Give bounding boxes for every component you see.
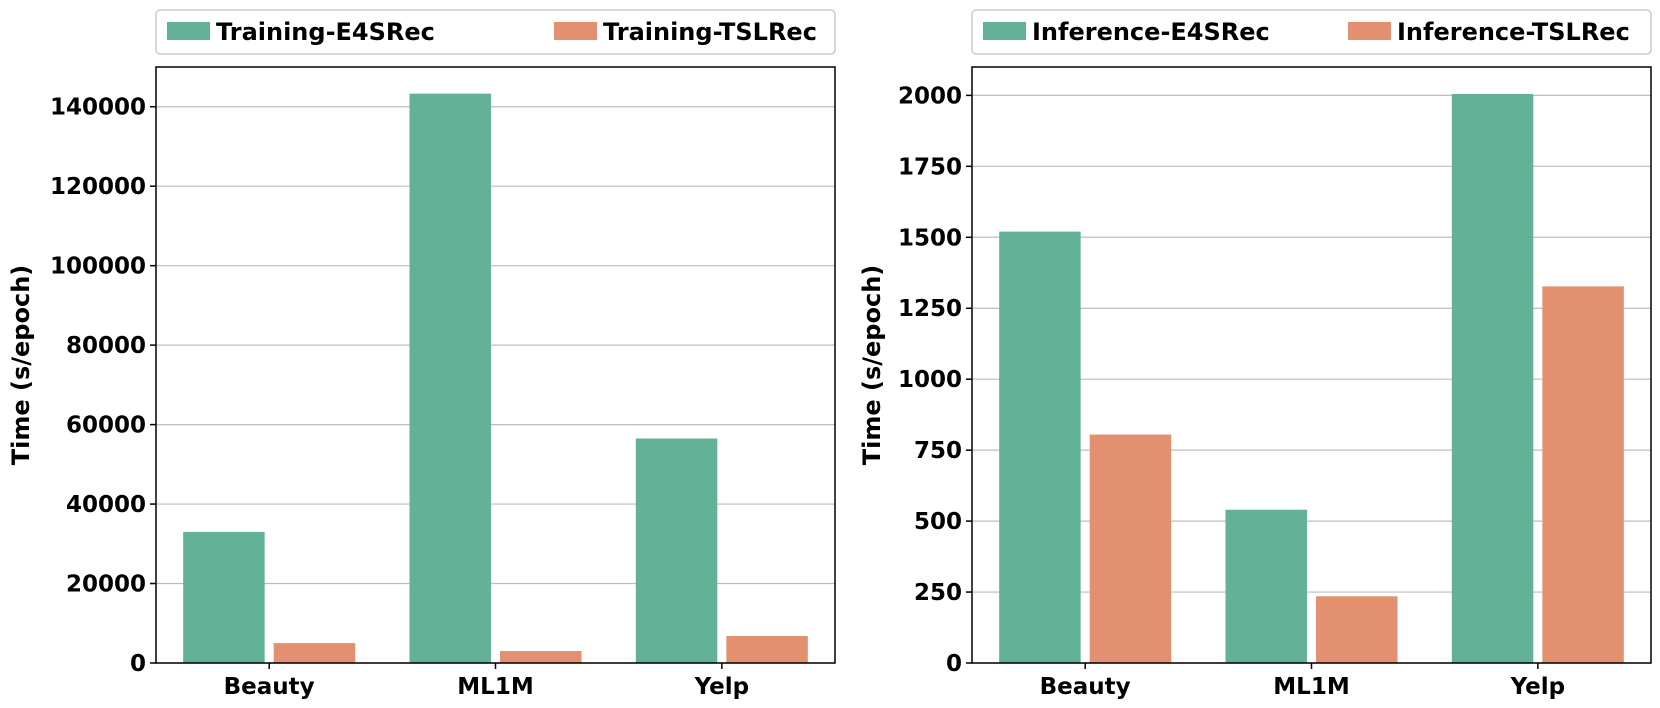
training-x-tick-label-ml1m: ML1M	[457, 674, 533, 700]
inference-x-tick-label-ml1m: ML1M	[1273, 674, 1349, 700]
bar-inference-e4srec-beauty	[999, 231, 1081, 663]
training-x-tick-label-beauty: Beauty	[224, 674, 315, 700]
legend-swatch-training-e4srec	[167, 22, 210, 40]
inference-y-tick-label-500: 500	[914, 509, 962, 535]
inference-y-axis-label: Time (s/epoch)	[858, 265, 886, 465]
training-y-axis-label: Time (s/epoch)	[7, 265, 35, 465]
inference-legend: Inference-E4SRec Inference-TSLRec	[971, 9, 1652, 55]
training-y-tick-label-0: 0	[130, 651, 146, 677]
training-chart: Training-E4SRec Training-TSLRec 0 20000 40…	[7, 9, 836, 700]
inference-legend-box	[971, 9, 1652, 55]
legend-label-training-tslrec: Training-TSLRec	[603, 18, 817, 46]
inference-y-tick-label-1250: 1250	[898, 296, 962, 322]
inference-bars	[999, 93, 1624, 663]
bar-training-tslrec-ml1m	[500, 651, 582, 663]
training-bars	[183, 93, 808, 663]
bar-inference-tslrec-yelp	[1542, 286, 1624, 663]
bar-inference-e4srec-yelp	[1451, 93, 1534, 663]
inference-chart: Inference-E4SRec Inference-TSLRec 0 250 50…	[858, 9, 1652, 700]
training-legend: Training-E4SRec Training-TSLRec	[155, 9, 836, 55]
training-y-tick-label-140000: 140000	[50, 95, 146, 121]
legend-swatch-inference-e4srec	[983, 22, 1026, 40]
inference-x-tick-label-beauty: Beauty	[1040, 674, 1131, 700]
training-legend-box	[155, 9, 836, 55]
training-y-tick-label-60000: 60000	[66, 413, 146, 439]
legend-label-training-e4srec: Training-E4SRec	[216, 18, 435, 46]
training-y-axis: 0 20000 40000 60000 80000 100000 120000 140000	[50, 95, 156, 677]
bar-training-e4srec-yelp	[635, 438, 718, 663]
inference-y-tick-label-1000: 1000	[898, 367, 962, 393]
training-x-tick-label-yelp: Yelp	[694, 674, 750, 700]
bar-training-tslrec-yelp	[726, 635, 808, 663]
bar-inference-tslrec-ml1m	[1316, 596, 1398, 663]
bar-training-e4srec-ml1m	[409, 93, 491, 663]
training-y-tick-label-80000: 80000	[66, 333, 146, 359]
legend-swatch-inference-tslrec	[1348, 22, 1391, 40]
legend-label-inference-e4srec: Inference-E4SRec	[1032, 18, 1270, 46]
training-y-tick-label-20000: 20000	[66, 572, 146, 598]
inference-x-tick-label-yelp: Yelp	[1510, 674, 1566, 700]
legend-swatch-training-tslrec	[554, 22, 597, 40]
inference-y-tick-label-1750: 1750	[898, 154, 962, 180]
inference-y-tick-label-250: 250	[914, 580, 962, 606]
inference-y-tick-label-750: 750	[914, 438, 962, 464]
training-y-tick-label-120000: 120000	[50, 174, 146, 200]
bar-inference-tslrec-beauty	[1089, 434, 1172, 663]
inference-y-axis: 0 250 500 750 1000 1250 1500 1750 2000	[898, 83, 972, 677]
inference-y-tick-label-0: 0	[946, 651, 962, 677]
legend-label-inference-tslrec: Inference-TSLRec	[1397, 18, 1630, 46]
inference-x-axis: Beauty ML1M Yelp	[1040, 663, 1565, 700]
bar-training-e4srec-beauty	[183, 531, 265, 663]
training-y-tick-label-100000: 100000	[50, 254, 146, 280]
training-x-axis: Beauty ML1M Yelp	[224, 663, 749, 700]
bar-inference-e4srec-ml1m	[1225, 509, 1307, 663]
training-y-tick-label-40000: 40000	[66, 492, 146, 518]
bar-training-tslrec-beauty	[273, 643, 356, 663]
inference-y-tick-label-2000: 2000	[898, 83, 962, 109]
inference-y-tick-label-1500: 1500	[898, 225, 962, 251]
